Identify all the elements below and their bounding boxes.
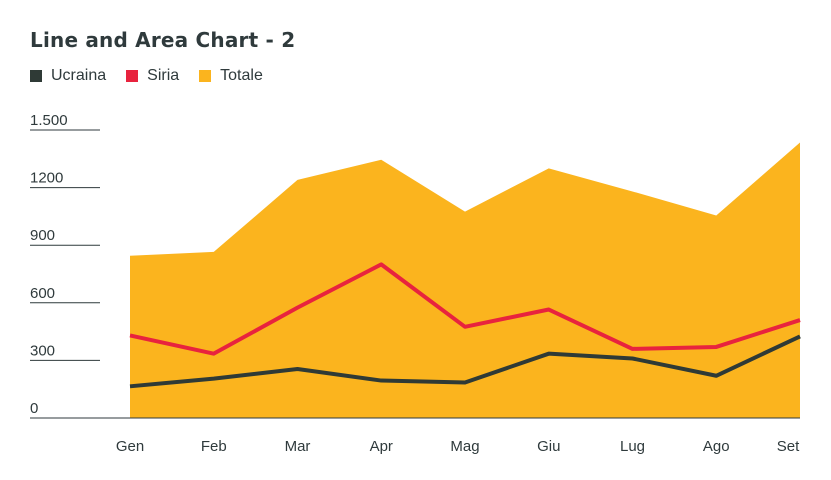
y-tick-label: 1.500 — [30, 112, 68, 129]
y-tick-label: 0 — [30, 400, 38, 417]
x-tick-label: Giu — [537, 438, 560, 455]
legend-label-ucraina: Ucraina — [51, 67, 107, 84]
x-tick-label: Ago — [703, 438, 730, 455]
legend-swatch-ucraina — [30, 70, 42, 82]
x-tick-label: Mar — [285, 438, 311, 455]
legend-label-totale: Totale — [220, 67, 263, 84]
legend-swatch-siria — [126, 70, 139, 82]
line-ucraina — [129, 334, 801, 389]
chart-legend: Ucraina Siria Totale — [30, 67, 283, 85]
x-tick-label: Feb — [201, 438, 227, 455]
x-tick-label: Apr — [370, 438, 393, 455]
line-siria — [129, 262, 801, 356]
legend-item-totale[interactable]: Totale — [199, 67, 263, 85]
y-tick-label: 900 — [30, 227, 55, 244]
x-tick-label: Gen — [116, 438, 144, 455]
legend-item-siria[interactable]: Siria — [126, 67, 179, 85]
legend-swatch-totale — [199, 70, 212, 82]
y-tick-label: 600 — [30, 285, 55, 302]
x-tick-label: Mag — [450, 438, 479, 455]
y-tick-label: 1200 — [30, 170, 63, 187]
x-tick-label: Lug — [620, 438, 645, 455]
y-tick-label: 300 — [30, 342, 55, 359]
legend-label-siria: Siria — [147, 67, 180, 84]
x-tick-label: Set — [777, 438, 800, 455]
legend-item-ucraina[interactable]: Ucraina — [30, 67, 106, 85]
chart-title: Line and Area Chart - 2 — [30, 28, 296, 52]
